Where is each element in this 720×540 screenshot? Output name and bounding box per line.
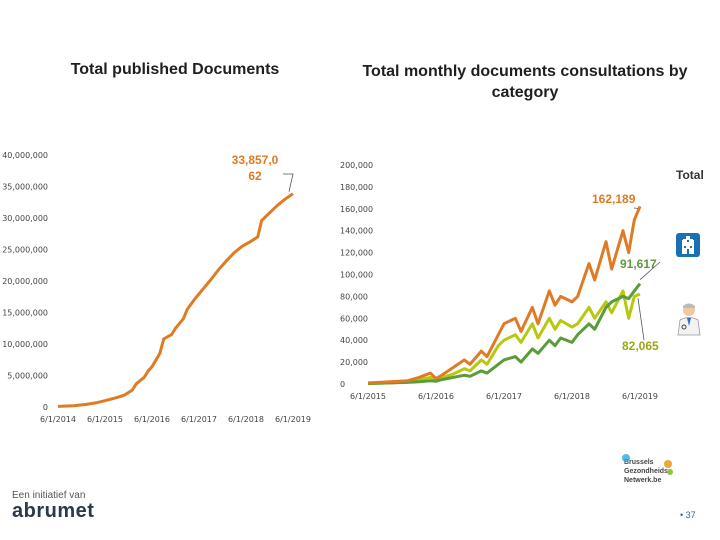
left-ytick-label: 40,000,000: [2, 151, 48, 160]
page-number: • 37: [680, 510, 696, 520]
left-chart-title: Total published Documents: [70, 61, 280, 78]
partner-line-2: Gezondheids: [624, 468, 668, 475]
footer-tagline: Een initiatief van: [12, 490, 86, 501]
left-ytick-label: 30,000,000: [2, 214, 48, 223]
right-series-line-2: [367, 282, 642, 385]
left-ytick-label: 20,000,000: [2, 277, 48, 286]
left-xtick-label: 6/1/2014: [40, 415, 76, 424]
left-xtick-label: 6/1/2018: [228, 415, 264, 424]
right-callout-yellow: 82,065: [622, 339, 659, 353]
right-callout-green-leader: [639, 261, 661, 280]
left-ytick-label: 5,000,000: [7, 372, 48, 381]
partner-line-1: Brussels: [624, 459, 654, 466]
left-ytick-label: 10,000,000: [2, 340, 48, 349]
right-ytick-label: 180,000: [340, 183, 373, 192]
right-ytick-label: 40,000: [340, 336, 368, 345]
right-ytick-label: 60,000: [340, 314, 368, 323]
right-xtick-label: 6/1/2016: [418, 392, 454, 401]
left-xtick-label: 6/1/2015: [87, 415, 123, 424]
right-callout-green: 91,617: [620, 257, 657, 271]
right-ytick-label: 140,000: [340, 227, 373, 236]
right-series-line-1: [367, 205, 642, 385]
left-xtick-label: 6/1/2016: [134, 415, 170, 424]
abrumet-logo: abrumet: [12, 500, 95, 522]
right-xtick-label: 6/1/2018: [554, 392, 590, 401]
right-ytick-label: 20,000: [340, 358, 368, 367]
left-callout-line-2: 62: [248, 169, 262, 183]
left-ytick-label: 15,000,000: [2, 309, 48, 318]
left-callout-leader: [283, 173, 294, 192]
right-ytick-label: 120,000: [340, 249, 373, 258]
partner-line-3: Netwerk.be: [624, 477, 662, 484]
right-series-line-3: [367, 289, 641, 385]
left-ytick-label: 25,000,000: [2, 246, 48, 255]
right-xtick-label: 6/1/2017: [486, 392, 522, 401]
right-callout-total: 162,189: [592, 192, 636, 206]
right-callout-yellow-leader: [637, 298, 645, 341]
right-ytick-label: 100,000: [340, 271, 373, 280]
page-number-value: 37: [685, 510, 696, 520]
left-ytick-label: 35,000,000: [2, 183, 48, 192]
right-ytick-label: 80,000: [340, 292, 368, 301]
right-xtick-label: 6/1/2015: [350, 392, 386, 401]
partner-logo: Brussels Gezondheids Netwerk.be: [622, 454, 673, 485]
left-callout-line-1: 33,857,0: [232, 153, 279, 167]
right-chart-title: Total monthly documents consultations by…: [362, 63, 688, 101]
left-xtick-label: 6/1/2017: [181, 415, 217, 424]
right-xtick-label: 6/1/2019: [622, 392, 658, 401]
right-ytick-label: 200,000: [340, 161, 373, 170]
right-ytick-label: 0: [340, 380, 345, 389]
left-ytick-label: 0: [43, 403, 48, 412]
right-ytick-label: 160,000: [340, 205, 373, 214]
left-xtick-label: 6/1/2019: [275, 415, 311, 424]
right-legend-total: Total: [676, 168, 704, 182]
left-series-line: [57, 192, 294, 408]
